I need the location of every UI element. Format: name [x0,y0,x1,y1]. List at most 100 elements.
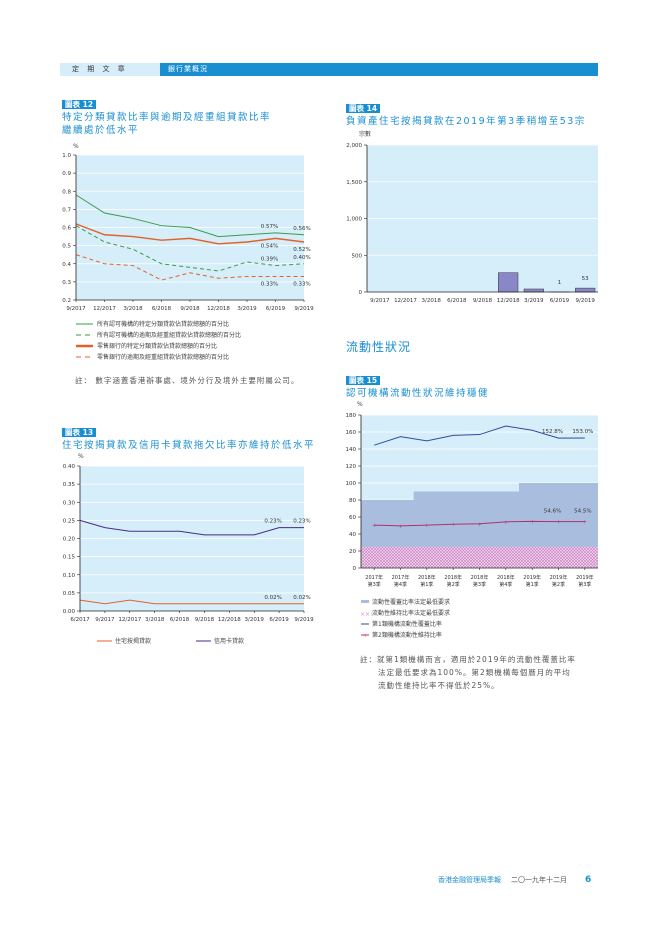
y-tick-label: 0.5 [62,244,71,250]
y-tick-label: 100 [346,481,357,487]
series-marker: + [477,522,481,528]
y-tick-label: 0.10 [63,573,76,579]
y-tick-label: 0.6 [62,226,71,232]
chart13-heading: 圖表 13 住宅按揭貸款及信用卡貸款拖欠比率亦維持於低水平 [62,420,315,452]
x-tick-label: 2017年 [392,574,410,581]
series-line [79,519,304,536]
header-section: 定 期 文 章 [60,63,160,76]
x-tick-label: 9/2019 [575,298,595,304]
chart13-tag: 圖表 13 [62,428,97,437]
chart14-title: 負資產住宅按揭貸款在2019年第3季稍增至53宗 [346,116,586,127]
data-label: 0.02% [293,595,310,601]
series-marker: + [425,523,429,529]
note-line: 法定最低要求為100%。第2類機構每個曆月的平均 [378,668,571,677]
chart12-tag: 圖表 12 [62,100,97,109]
x-tick-label: 3/2019 [524,298,544,304]
y-tick-label: 160 [346,430,357,436]
data-label: 0.23% [264,519,281,525]
chart14-unit: 宗數 [359,131,372,138]
x-tick-label: 2018年 [497,574,515,581]
x-tick-label: 第2季 [447,581,460,588]
y-tick-label: 0.7 [62,207,71,213]
chart15-tag: 圖表 15 [346,376,381,385]
series-line [75,194,305,238]
x-tick-label: 3/2019 [237,306,257,312]
data-label: 0.33% [293,281,310,287]
y-tick-label: 1,000 [346,217,362,223]
x-tick-label: 第4季 [394,581,407,588]
chart15-unit: % [357,401,363,408]
y-tick-label: 2,000 [346,143,362,149]
x-tick-label: 2018年 [471,574,489,581]
legend-item: 零售銀行的逾期及經重組貸款佔貸款總額的百分比 [75,351,241,362]
y-tick-label: 0.15 [63,555,76,561]
x-tick-label: 6/2017 [70,617,90,623]
y-tick-label: 80 [349,498,356,504]
note-line: 流動性維持比率不得低於25%。 [378,681,500,690]
y-tick-label: 0.8 [62,189,71,195]
data-label: 0.23% [293,519,310,525]
x-tick-label: 9/2019 [294,306,314,312]
x-tick-label: 12/2018 [497,298,520,304]
data-label: 0.40% [293,255,310,261]
x-tick-label: 2018年 [444,574,462,581]
y-tick-label: 0.05 [63,591,76,597]
legend-item: 所有認可機構的特定分類貸款佔貸款總額的百分比 [75,318,241,329]
data-label: 152.8% [542,429,563,435]
chart12-note: 註： 數字涵蓋香港辦事處、境外分行及境外主要附屬公司。 [75,376,300,385]
x-tick-label: 2017年 [365,574,383,581]
series-line [374,425,585,446]
legend-label: 第1類機構流動性覆蓋比率 [372,621,442,628]
page-number: 6 [585,875,592,885]
footer-publication: 香港金融管理局季報 [438,876,501,884]
data-label: 53 [582,276,589,282]
y-tick-label: 60 [349,515,356,521]
chart12-title-2: 繼續處於低水平 [62,125,140,136]
x-tick-label: 9/2018 [473,298,493,304]
y-tick-label: 140 [346,447,357,453]
x-tick-label: 第1季 [420,581,433,588]
series-marker: + [451,522,455,528]
data-label: 0.33% [261,281,278,287]
chart12-legend: 所有認可機構的特定分類貸款佔貸款總額的百分比 所有認可機構的逾期及經重組貸款佔貸… [75,318,241,362]
y-tick-label: 0.00 [63,609,76,615]
series-marker: + [372,523,376,529]
x-tick-label: 12/2018 [207,306,230,312]
legend-item: 信用卡貸款 [196,635,244,646]
x-tick-label: 3/2018 [145,617,165,623]
x-tick-label: 6/2018 [170,617,190,623]
y-tick-label: 0 [359,290,363,296]
legend-item: ×××流動性維持比率法定最低要求 [360,607,450,618]
x-tick-label: 3/2018 [421,298,441,304]
legend-item: 流動性覆蓋比率法定最低要求 [360,596,450,607]
y-tick-label: 500 [352,253,363,259]
y-tick-label: 0.4 [62,262,71,268]
legend-item: 零售銀行的特定分類貸款佔貸款總額的百分比 [75,340,241,351]
legend-label: 流動性維持比率法定最低要求 [372,610,451,617]
footer: 香港金融管理局季報 二〇一九年十二月 6 [438,875,591,885]
legend-item: 所有認可機構的逾期及經重組貸款佔貸款總額的百分比 [75,329,241,340]
series-marker: + [398,524,402,530]
data-label: 1 [558,280,562,286]
series-line [79,599,304,605]
footer-date: 二〇一九年十二月 [511,876,567,884]
chart15-heading: 圖表 15 認可機構流動性狀況維持穩健 [346,368,489,400]
chart13-unit: % [78,453,84,460]
x-tick-label: 3/2018 [123,306,143,312]
data-label: 0.54% [261,243,278,249]
x-tick-label: 12/2017 [93,306,116,312]
x-tick-label: 9/2017 [370,298,390,304]
data-label: 0.52% [293,247,310,253]
x-tick-label: 9/2018 [180,306,200,312]
series-marker: + [504,520,508,526]
series-marker: + [556,520,560,526]
y-tick-label: 0.30 [63,500,76,506]
legend-item: 住宅按揭貸款 [97,635,151,646]
chart12-unit: % [73,143,79,150]
x-tick-label: 6/2018 [152,306,172,312]
y-tick-label: 40 [349,532,356,538]
x-tick-label: 12/2017 [394,298,417,304]
